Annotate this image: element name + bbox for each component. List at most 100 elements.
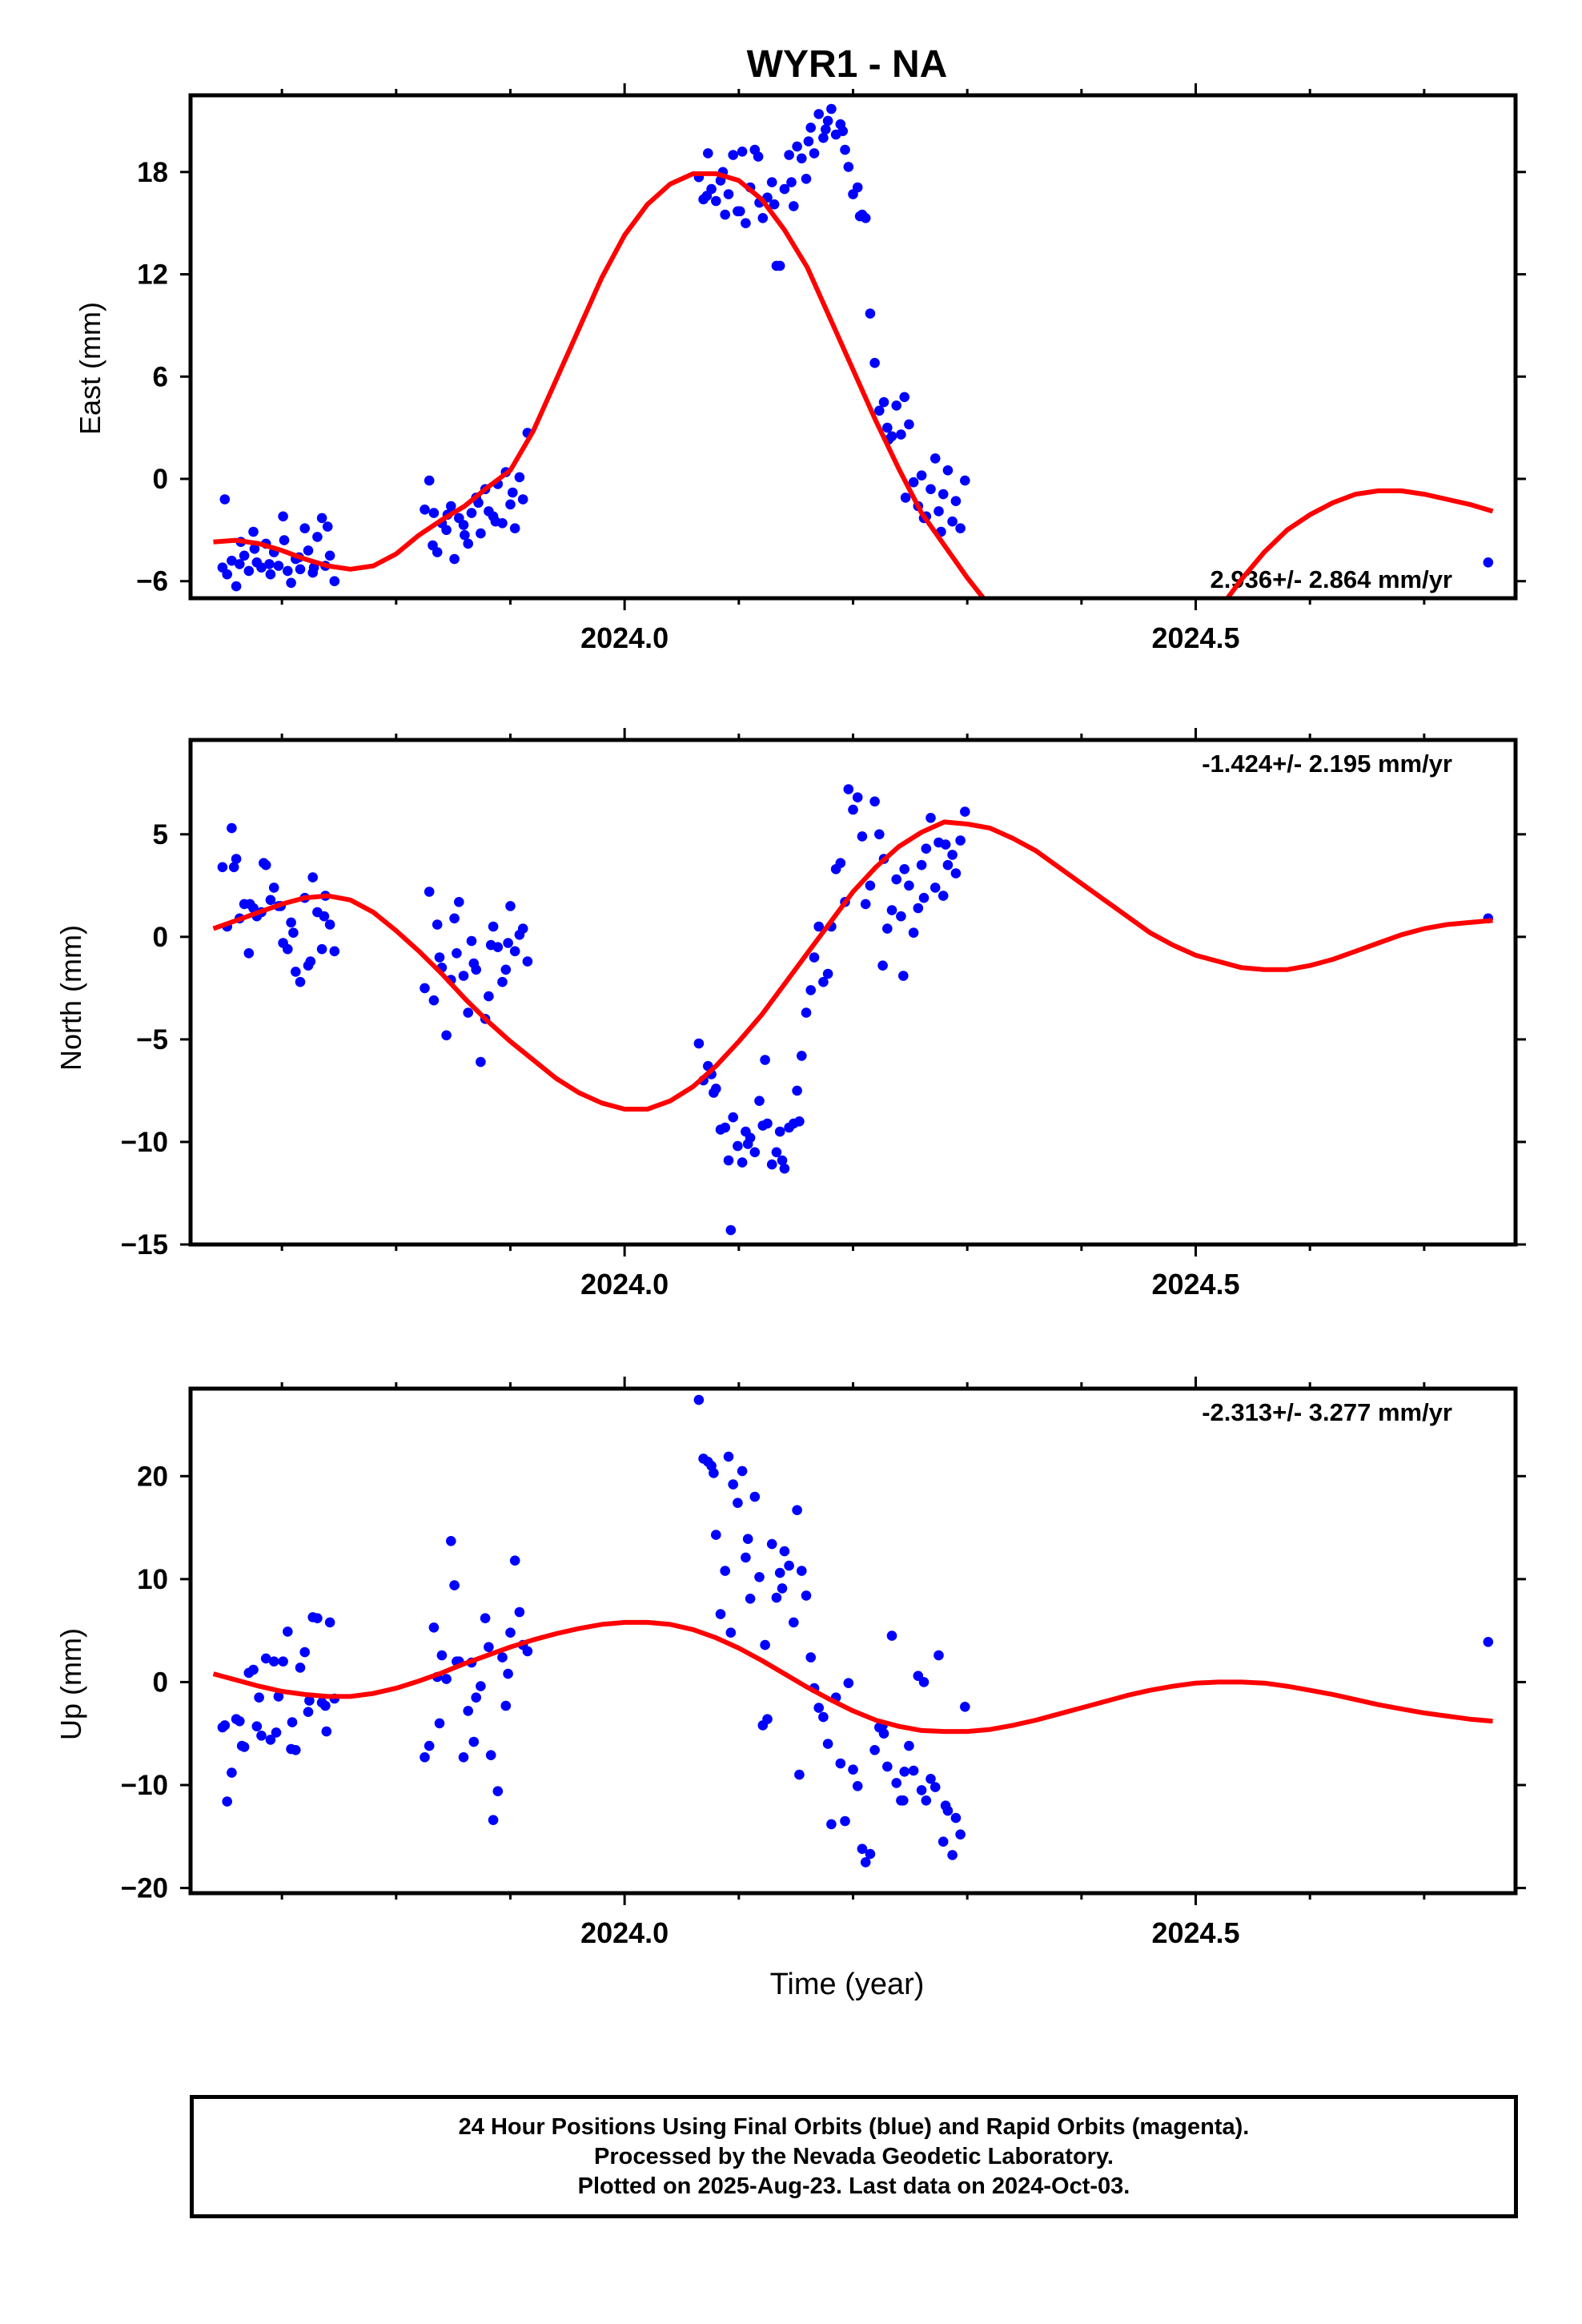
up-data-point bbox=[715, 1609, 726, 1619]
east-data-point bbox=[227, 555, 237, 566]
east-data-point bbox=[283, 565, 293, 577]
north-data-point bbox=[329, 946, 340, 957]
up-data-point bbox=[938, 1836, 949, 1847]
up-data-point bbox=[509, 1555, 520, 1566]
up-plot-area bbox=[212, 1394, 1494, 1868]
east-data-point bbox=[508, 487, 518, 498]
east-data-point bbox=[947, 516, 958, 527]
east-data-point bbox=[753, 151, 764, 162]
north-data-point bbox=[813, 921, 824, 932]
north-data-point bbox=[865, 880, 876, 891]
caption-box: 24 Hour Positions Using Final Orbits (bl… bbox=[190, 2095, 1518, 2218]
north-data-point bbox=[947, 850, 958, 860]
north-data-point bbox=[509, 946, 520, 957]
east-data-point bbox=[938, 489, 949, 500]
north-data-point bbox=[898, 971, 909, 981]
up-data-point bbox=[733, 1498, 743, 1508]
up-data-point bbox=[745, 1594, 756, 1604]
north-data-point bbox=[908, 927, 919, 938]
north-data-point bbox=[896, 911, 906, 922]
north-y-tick-label: −10 bbox=[121, 1127, 168, 1158]
north-data-point bbox=[259, 858, 269, 868]
up-data-point bbox=[295, 1663, 306, 1673]
north-data-point bbox=[877, 960, 888, 971]
east-data-point bbox=[728, 150, 738, 160]
north-data-point bbox=[305, 956, 316, 967]
up-data-point bbox=[728, 1479, 738, 1490]
up-data-point bbox=[725, 1627, 737, 1638]
up-data-point bbox=[492, 1786, 504, 1796]
east-data-point bbox=[960, 475, 970, 486]
up-data-point bbox=[794, 1769, 805, 1780]
north-data-point bbox=[857, 831, 868, 842]
up-data-point bbox=[446, 1536, 456, 1546]
north-data-point bbox=[484, 991, 494, 1002]
up-data-point bbox=[818, 1711, 829, 1723]
up-data-point bbox=[500, 1700, 512, 1711]
east-data-point bbox=[934, 506, 944, 517]
up-data-point bbox=[480, 1613, 491, 1623]
east-data-point bbox=[899, 392, 909, 403]
east-data-point bbox=[273, 561, 284, 571]
north-x-tick-label: 2024.0 bbox=[580, 1268, 669, 1301]
east-data-point bbox=[942, 465, 954, 476]
up-data-point bbox=[947, 1850, 958, 1860]
up-data-point bbox=[497, 1652, 508, 1663]
up-data-point bbox=[321, 1726, 332, 1737]
east-data-point bbox=[891, 400, 901, 411]
east-data-point bbox=[865, 308, 876, 319]
east-data-point bbox=[222, 569, 233, 580]
up-data-point bbox=[485, 1750, 496, 1760]
up-data-point bbox=[916, 1785, 927, 1795]
up-data-point bbox=[324, 1617, 335, 1628]
north-data-point bbox=[818, 976, 829, 987]
north-data-point bbox=[324, 919, 335, 930]
up-data-point bbox=[908, 1765, 919, 1776]
up-data-point bbox=[248, 1664, 259, 1675]
east-data-point bbox=[279, 535, 290, 545]
up-data-point bbox=[771, 1592, 782, 1603]
up-data-point bbox=[869, 1745, 880, 1755]
north-data-point bbox=[497, 976, 508, 987]
up-data-point bbox=[784, 1560, 794, 1571]
east-data-point bbox=[882, 422, 893, 433]
east-data-point bbox=[803, 136, 814, 147]
north-data-point bbox=[228, 862, 239, 873]
north-data-point bbox=[950, 868, 962, 879]
up-data-point bbox=[779, 1546, 790, 1557]
up-data-point bbox=[236, 1740, 247, 1751]
north-data-point bbox=[942, 859, 954, 870]
north-data-point bbox=[794, 1116, 805, 1127]
east-data-point bbox=[286, 577, 296, 589]
north-data-point bbox=[835, 858, 846, 868]
up-data-point bbox=[921, 1795, 932, 1806]
north-data-point bbox=[291, 967, 301, 977]
north-data-point bbox=[244, 899, 255, 910]
north-data-point bbox=[725, 1224, 737, 1236]
up-data-point bbox=[723, 1451, 734, 1462]
up-data-point bbox=[918, 1677, 930, 1687]
up-data-point bbox=[505, 1627, 516, 1638]
east-data-point bbox=[248, 526, 259, 537]
east-data-point bbox=[837, 126, 848, 136]
east-data-point bbox=[854, 211, 865, 222]
east-data-point bbox=[950, 496, 962, 506]
east-rate-label: 2.936+/- 2.864 mm/yr bbox=[1211, 565, 1452, 593]
east-data-point bbox=[878, 396, 889, 408]
up-model-curve bbox=[212, 1619, 1493, 1735]
east-data-point bbox=[490, 516, 501, 527]
north-data-point bbox=[938, 891, 949, 901]
up-data-point bbox=[813, 1703, 824, 1713]
up-data-point bbox=[273, 1691, 284, 1702]
north-data-point bbox=[899, 864, 909, 875]
east-data-point bbox=[809, 148, 820, 159]
north-data-point bbox=[288, 927, 299, 938]
up-data-point bbox=[749, 1491, 761, 1502]
up-data-point bbox=[848, 1764, 858, 1775]
up-data-point bbox=[797, 1566, 807, 1576]
up-data-point bbox=[898, 1795, 909, 1806]
north-data-point bbox=[319, 911, 330, 922]
north-data-point bbox=[926, 813, 936, 823]
up-data-point bbox=[303, 1707, 314, 1717]
north-model-curve bbox=[212, 819, 1493, 1112]
